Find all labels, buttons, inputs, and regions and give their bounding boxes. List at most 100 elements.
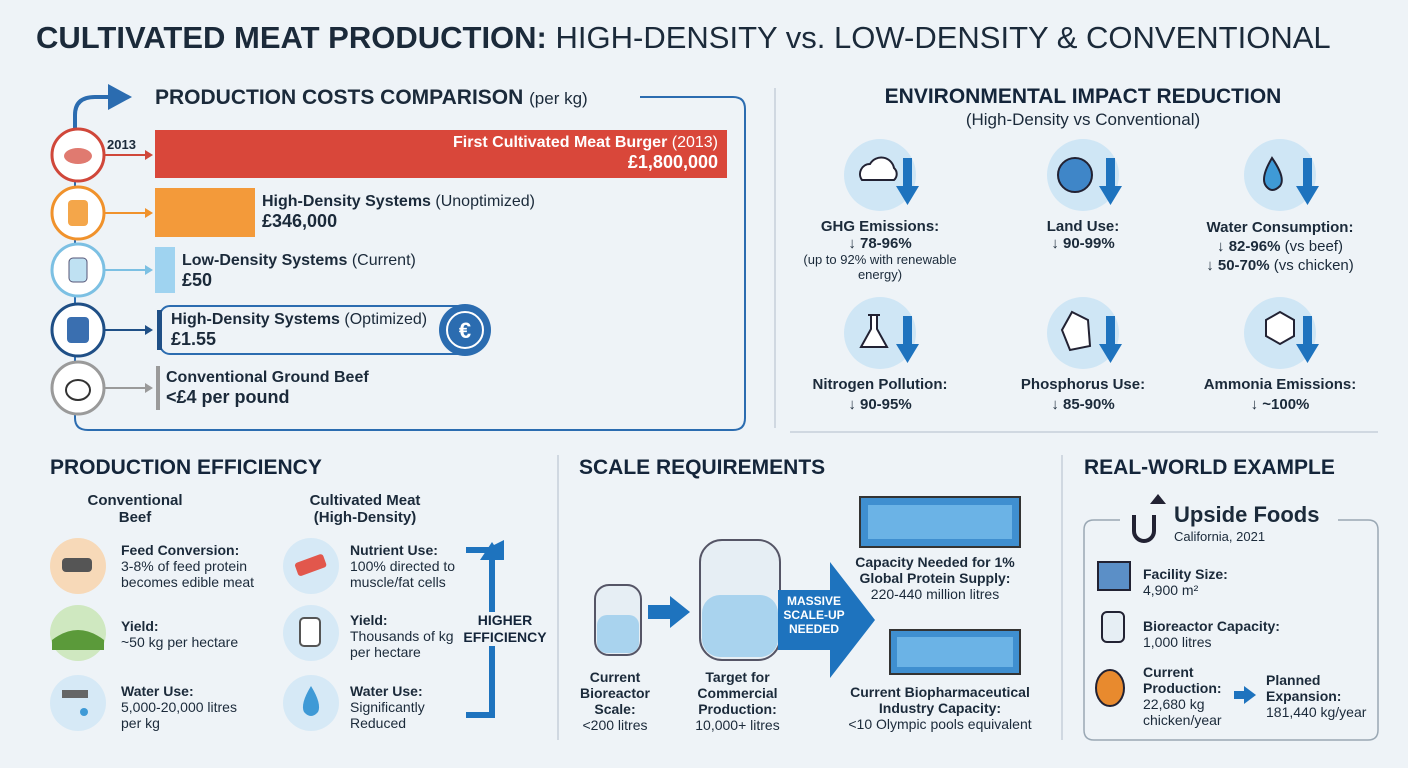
impact-value: ↓ 85-90% [1051, 396, 1115, 413]
panel-arrow-head [108, 84, 132, 110]
row-label: Water Use: [350, 683, 423, 699]
impact-value: ↓ 90-95% [848, 396, 912, 413]
example-decor [1083, 494, 1379, 741]
scale-value: <10 Olympic pools equivalent [848, 716, 1032, 732]
cost-item: High-Density Systems (Optimized) £1.55 [171, 311, 427, 350]
row-text: 5,000-20,000 litres per kg [121, 699, 237, 731]
cost-name: High-Density Systems [262, 193, 431, 210]
impact-item: Ammonia Emissions: ↓ ~100% [1180, 375, 1380, 415]
impact-note: (up to 92% with renewable energy) [803, 252, 957, 282]
example-value: 181,440 kg/year [1266, 704, 1367, 720]
row-label: Yield: [121, 618, 159, 634]
efficiency-row: Feed Conversion: 3-8% of feed protein bec… [121, 542, 281, 590]
cost-value: <£4 per pound [166, 387, 290, 407]
cost-note: (Optimized) [344, 311, 428, 328]
efficiency-icons [50, 538, 504, 731]
panel-frame [74, 96, 746, 431]
cost-note: (2013) [671, 134, 718, 151]
scale-item: Current Biopharmaceutical Industry Capac… [830, 684, 1050, 732]
row-label: Yield: [350, 612, 388, 628]
row-label: Nutrient Use: [350, 542, 438, 558]
efficiency-row: Yield: Thousands of kg per hectare [350, 612, 460, 660]
cost-item: Low-Density Systems (Current) £50 [182, 252, 416, 291]
efficiency-title: PRODUCTION EFFICIENCY [50, 456, 322, 479]
example-label: Current Production: [1143, 664, 1222, 696]
year-label: 2013 [107, 137, 136, 152]
column-heading: Conventional Beef [87, 492, 183, 526]
scale-value: <200 litres [582, 717, 648, 733]
row-label: Water Use: [121, 683, 194, 699]
cost-bar [157, 310, 162, 350]
title-rest: HIGH-DENSITY vs. LOW-DENSITY & CONVENTIO… [555, 20, 1331, 55]
cost-bar [155, 130, 727, 178]
cost-name: Conventional Ground Beef [166, 369, 369, 386]
environment-icons [844, 139, 1319, 369]
efficiency-row: Water Use: 5,000-20,000 litres per kg [121, 683, 251, 731]
cost-item: High-Density Systems (Unoptimized) £346,0… [262, 193, 535, 232]
svg-text:€: € [459, 318, 471, 343]
company-location: California, 2021 [1174, 529, 1266, 544]
impact-label: Nitrogen Pollution: [812, 376, 948, 393]
environment-title: ENVIRONMENTAL IMPACT REDUCTION [884, 85, 1282, 108]
impact-value: ↓ 50-70% [1206, 257, 1270, 274]
impact-item: Phosphorus Use: ↓ 85-90% [993, 375, 1173, 415]
row-label: Feed Conversion: [121, 542, 240, 558]
example-value: 4,900 m² [1143, 582, 1199, 598]
cost-value: £346,000 [262, 211, 338, 231]
cost-icons: € [50, 127, 491, 416]
example-item: Bioreactor Capacity: 1,000 litres [1143, 618, 1280, 650]
title-bold: CULTIVATED MEAT PRODUCTION: [36, 20, 547, 55]
impact-item: Land Use: ↓ 90-99% [993, 218, 1173, 252]
example-label: Facility Size: [1143, 566, 1228, 582]
cost-bar [155, 188, 255, 237]
cost-value: £1.55 [171, 329, 217, 349]
column-heading: Cultivated Meat (High-Density) [309, 492, 421, 526]
impact-note: (vs beef) [1284, 238, 1343, 255]
cost-item: Conventional Ground Beef <£4 per pound [166, 369, 369, 408]
impact-label: GHG Emissions: [820, 218, 940, 235]
row-text: 3-8% of feed protein becomes edible meat [121, 558, 255, 590]
scale-illustrations [594, 496, 1021, 678]
impact-item: GHG Emissions: ↓ 78-96% (up to 92% with re… [790, 218, 970, 282]
impact-value: ↓ 82-96% [1217, 238, 1281, 255]
impact-label: Ammonia Emissions: [1203, 376, 1357, 393]
environment-subtitle: (High-Density vs Conventional) [965, 110, 1201, 129]
cost-note: (Current) [351, 252, 416, 269]
impact-item: Nitrogen Pollution: ↓ 90-95% [790, 375, 970, 415]
impact-value: ↓ 78-96% [848, 235, 912, 252]
scale-title: SCALE REQUIREMENTS [579, 456, 826, 479]
efficiency-row: Water Use: Significantly Reduced [350, 683, 460, 731]
costs-heading: PRODUCTION COSTS COMPARISON [155, 86, 524, 109]
efficiency-row: Nutrient Use: 100% directed to muscle/fat… [350, 542, 475, 590]
company-name: Upside Foods [1174, 502, 1320, 527]
row-text: Significantly Reduced [350, 699, 425, 731]
example-label: Planned Expansion: [1266, 672, 1342, 704]
scale-value: 10,000+ litres [695, 717, 780, 733]
example-item: Planned Expansion: 181,440 kg/year [1266, 672, 1376, 720]
scale-up-label: MASSIVE SCALE-UP NEEDED [783, 594, 845, 636]
scale-label: Current Bioreactor Scale: [579, 669, 651, 717]
example-value: 22,680 kg chicken/year [1143, 696, 1222, 728]
scale-label: Current Biopharmaceutical Industry Capac… [850, 684, 1030, 716]
impact-value: ↓ 90-99% [1051, 235, 1115, 252]
panel-arrow [73, 95, 110, 160]
costs-unit: (per kg) [529, 89, 588, 108]
scale-value: 220-440 million litres [870, 586, 1000, 602]
impact-value: ↓ ~100% [1250, 396, 1310, 413]
cost-bar [156, 366, 160, 410]
costs-title: PRODUCTION COSTS COMPARISON (per kg) [155, 86, 588, 110]
example-label: Bioreactor Capacity: [1143, 618, 1280, 634]
impact-label: Phosphorus Use: [1020, 376, 1146, 393]
scale-item: Current Bioreactor Scale: <200 litres [570, 669, 660, 733]
row-text: ~50 kg per hectare [121, 634, 239, 650]
scale-item: Capacity Needed for 1% Global Protein Su… [840, 554, 1030, 602]
cost-item: First Cultivated Meat Burger (2013) £1,80… [453, 134, 718, 173]
cost-value: £1,800,000 [627, 152, 718, 172]
example-item: Facility Size: 4,900 m² [1143, 566, 1228, 598]
row-text: Thousands of kg per hectare [350, 628, 454, 660]
impact-item: Water Consumption: ↓ 82-96% (vs beef) ↓ 50… [1180, 218, 1380, 275]
cost-name: First Cultivated Meat Burger [453, 134, 668, 151]
cost-note: (Unoptimized) [435, 193, 535, 210]
